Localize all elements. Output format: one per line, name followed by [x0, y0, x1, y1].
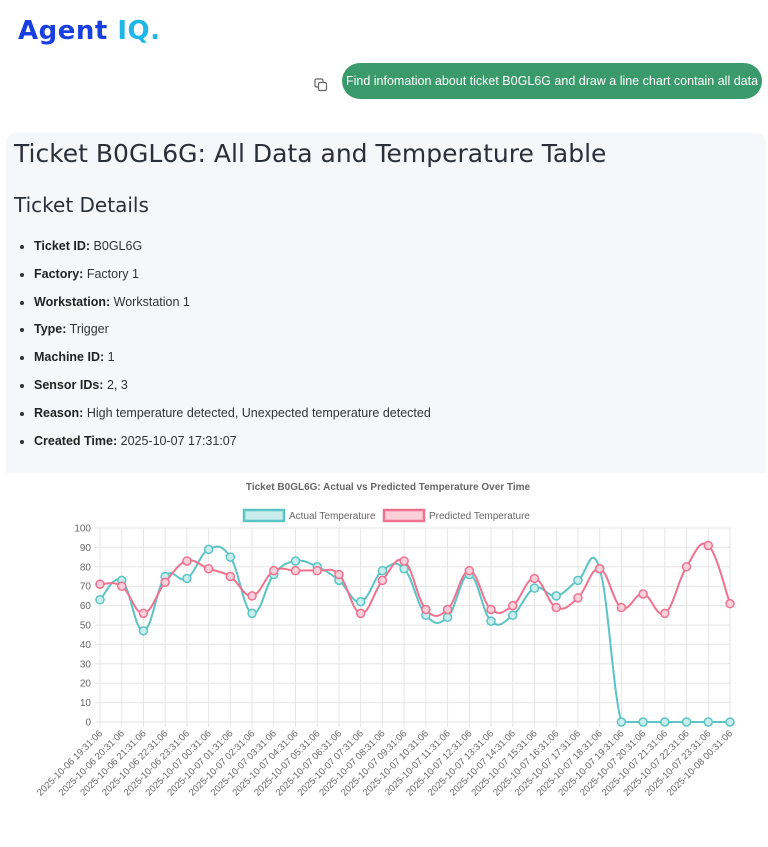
data-point[interactable]	[638, 589, 648, 599]
y-axis: 0 10 20 30 40 50 60 70 80 90 100	[74, 524, 91, 729]
data-point[interactable]	[681, 717, 692, 727]
data-point[interactable]	[464, 565, 475, 576]
data-point[interactable]	[182, 556, 192, 566]
copy-icon	[314, 78, 328, 92]
y-tick-label: 20	[80, 679, 92, 690]
data-point[interactable]	[703, 717, 714, 727]
detail-sensor-ids: Sensor IDs: 2, 3	[34, 372, 431, 400]
detail-machine-id: Machine ID: 1	[34, 344, 431, 372]
data-point[interactable]	[182, 573, 192, 584]
series-predicted	[95, 540, 735, 619]
chart-grid	[95, 527, 731, 727]
data-point[interactable]	[355, 608, 366, 619]
copy-button[interactable]	[312, 76, 330, 94]
data-point[interactable]	[225, 552, 236, 562]
y-tick-label: 90	[80, 543, 92, 554]
data-point[interactable]	[442, 604, 453, 615]
data-point[interactable]	[486, 616, 496, 626]
legend-label-actual: Actual Temperature	[289, 511, 376, 522]
y-tick-label: 80	[80, 562, 92, 573]
y-tick-label: 30	[80, 659, 92, 670]
legend-swatch-predicted	[382, 508, 426, 523]
data-point[interactable]	[529, 573, 540, 584]
data-point[interactable]	[203, 544, 214, 555]
line-chart-svg: Ticket B0GL6G: Actual vs Predicted Tempe…	[35, 482, 735, 799]
logo-text: Agent	[18, 16, 118, 46]
data-point[interactable]	[290, 565, 301, 576]
y-tick-label: 10	[80, 698, 92, 709]
data-point[interactable]	[312, 565, 322, 576]
temperature-chart: Ticket B0GL6G: Actual vs Predicted Tempe…	[6, 473, 766, 837]
data-point[interactable]	[95, 595, 105, 605]
y-tick-label: 70	[80, 582, 92, 593]
data-point[interactable]	[486, 604, 496, 615]
ticket-details-list: Ticket ID: B0GL6G Factory: Factory 1 Wor…	[14, 233, 431, 455]
legend-label-predicted: Predicted Temperature	[429, 511, 530, 522]
data-point[interactable]	[508, 600, 518, 611]
data-point[interactable]	[638, 717, 648, 727]
data-point[interactable]	[290, 556, 301, 566]
data-point[interactable]	[247, 591, 257, 601]
data-point[interactable]	[225, 571, 236, 582]
data-point[interactable]	[377, 575, 388, 586]
data-point[interactable]	[421, 604, 431, 615]
data-point[interactable]	[334, 569, 344, 580]
app-logo: Agent IQ.	[18, 16, 161, 46]
chart-series	[95, 540, 735, 727]
data-point[interactable]	[616, 717, 627, 727]
data-point[interactable]	[594, 563, 605, 574]
data-point[interactable]	[616, 602, 627, 613]
data-point[interactable]	[138, 626, 149, 636]
detail-factory: Factory: Factory 1	[34, 261, 431, 289]
series-line	[99, 545, 730, 723]
data-point[interactable]	[377, 565, 388, 576]
data-point[interactable]	[247, 608, 257, 619]
y-tick-label: 60	[80, 601, 92, 612]
data-point[interactable]	[529, 583, 540, 593]
legend-item-actual[interactable]: Actual Temperature	[242, 508, 376, 523]
assistant-response: Ticket B0GL6G: All Data and Temperature …	[6, 133, 766, 837]
details-heading: Ticket Details	[14, 193, 149, 217]
y-tick-label: 50	[80, 621, 92, 632]
detail-workstation: Workstation: Workstation 1	[34, 289, 431, 317]
data-point[interactable]	[116, 581, 127, 591]
data-point[interactable]	[573, 575, 583, 586]
data-point[interactable]	[681, 562, 692, 572]
detail-ticket-id: Ticket ID: B0GL6G	[34, 233, 431, 261]
data-point[interactable]	[573, 593, 583, 603]
logo-accent-text: IQ.	[117, 16, 161, 46]
detail-type: Type: Trigger	[34, 316, 431, 344]
y-tick-label: 40	[80, 640, 92, 651]
detail-created-time: Created Time: 2025-10-07 17:31:07	[34, 428, 431, 456]
data-point[interactable]	[725, 717, 735, 727]
user-prompt-bubble: Find infomation about ticket B0GL6G and …	[342, 63, 762, 99]
data-point[interactable]	[203, 563, 214, 574]
legend-swatch-actual	[242, 508, 286, 523]
data-point[interactable]	[160, 577, 170, 588]
response-title: Ticket B0GL6G: All Data and Temperature …	[14, 139, 607, 168]
detail-reason: Reason: High temperature detected, Unexp…	[34, 400, 431, 428]
series-actual	[95, 544, 735, 727]
data-point[interactable]	[660, 608, 670, 619]
y-tick-label: 0	[85, 718, 91, 729]
data-point[interactable]	[269, 565, 279, 576]
data-point[interactable]	[355, 596, 366, 607]
data-point[interactable]	[725, 598, 735, 609]
legend: Actual Temperature Predicted Temperature	[242, 508, 530, 523]
y-tick-label: 100	[74, 524, 91, 535]
data-point[interactable]	[660, 717, 670, 727]
data-point[interactable]	[551, 602, 561, 613]
data-point[interactable]	[703, 540, 714, 551]
chart-title: Ticket B0GL6G: Actual vs Predicted Tempe…	[246, 482, 531, 493]
legend-item-predicted[interactable]: Predicted Temperature	[382, 508, 530, 523]
data-point[interactable]	[95, 579, 105, 590]
data-point[interactable]	[551, 591, 561, 601]
data-point[interactable]	[399, 556, 409, 566]
data-point[interactable]	[508, 610, 518, 621]
data-point[interactable]	[138, 608, 149, 619]
data-point[interactable]	[442, 612, 453, 622]
